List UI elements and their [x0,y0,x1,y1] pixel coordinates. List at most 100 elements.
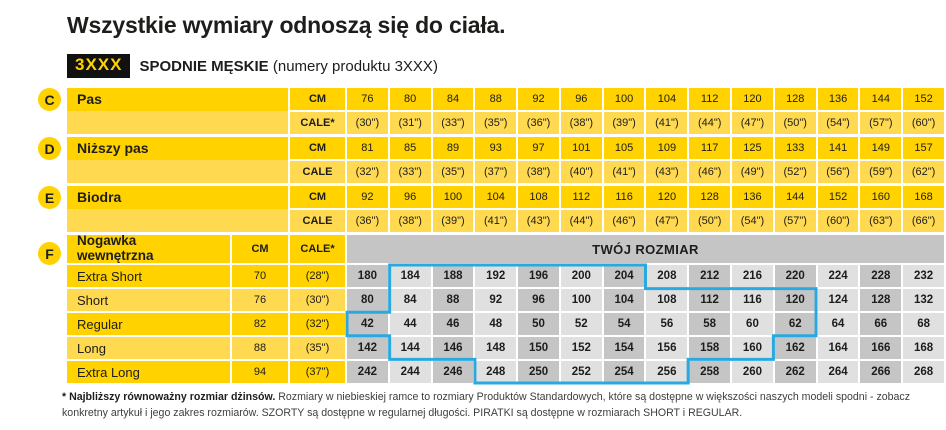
measure-value-cell: 144 [860,88,902,110]
measure-value-cell: (30") [347,112,388,134]
measure-value-cell: (66") [903,210,944,232]
size-cell: 48 [475,313,517,335]
measure-value-cell: (57") [774,210,816,232]
measure-value-cell: (44") [560,210,602,232]
size-cell: 254 [603,361,645,383]
measure-section: Niższy pas CM 81 85 89 93 97 101 105 109 117 125 133… [67,137,944,183]
measure-value-cell: 84 [432,88,474,110]
measure-value-cell: (36") [347,210,388,232]
size-cell: 264 [817,361,859,383]
size-cell: 224 [817,265,859,287]
measure-section: Pas CM 76 80 84 88 92 96 100 104 112 120 128 136 144 15… [67,88,944,134]
measure-value-cell: 100 [432,186,474,208]
leg-cale-cell: (35") [290,337,345,359]
size-cell: 88 [432,289,474,311]
size-cell: 242 [347,361,388,383]
measure-value-cell: (44") [689,112,731,134]
unit-header: CALE [290,210,345,232]
size-cell: 146 [432,337,474,359]
unit-header: CM [290,137,345,159]
measure-value-cell: (54") [732,210,773,232]
row-label: Biodra [67,186,288,232]
measure-value-cell: (35") [432,161,474,183]
leg-row-label: Short [67,289,230,311]
measure-value-cell: 109 [646,137,688,159]
page-title: Wszystkie wymiary odnoszą się do ciała. [67,12,506,38]
size-cell: 112 [689,289,731,311]
measure-value-cell: 168 [903,186,944,208]
measure-value-cell: 85 [389,137,431,159]
size-cell: 68 [903,313,944,335]
measure-value-cell: 133 [774,137,816,159]
measure-value-cell: 141 [817,137,859,159]
size-cell: 260 [732,361,773,383]
size-cell: 204 [603,265,645,287]
measure-value-cell: 101 [560,137,602,159]
size-cell: 52 [560,313,602,335]
measure-value-cell: (46") [689,161,731,183]
leg-label: Nogawka wewnętrzna [67,234,230,263]
dimension-letter-d: D [38,137,61,160]
unit-header: CM [290,186,345,208]
unit-header: CALE [290,161,345,183]
size-cell: 156 [646,337,688,359]
measure-value-cell: (35") [475,112,517,134]
measure-value-cell: 128 [689,186,731,208]
size-cell: 66 [860,313,902,335]
size-cell: 256 [646,361,688,383]
measure-value-cell: 96 [389,186,431,208]
size-cell: 44 [389,313,431,335]
measure-value-cell: (33") [389,161,431,183]
size-cell: 58 [689,313,731,335]
measure-value-cell: 104 [475,186,517,208]
size-cell: 248 [475,361,517,383]
size-cell: 158 [689,337,731,359]
size-cell: 120 [774,289,816,311]
measure-value-cell: (33") [432,112,474,134]
size-cell: 188 [432,265,474,287]
your-size-header: TWÓJ ROZMIAR [347,235,944,263]
measure-value-cell: (38") [518,161,559,183]
measure-value-cell: (49") [732,161,773,183]
footnote: * Najbliższy równoważny rozmiar dżinsów.… [62,390,942,422]
measure-section: Biodra CM 92 96 100 104 108 112 116 120 128 136 144 1… [67,186,944,232]
measure-value-cell: (62") [903,161,944,183]
dimension-letter-e: E [38,186,61,209]
leg-cale-cell: (28") [290,265,345,287]
product-name: SPODNIE MĘSKIE [139,57,269,75]
leg-row-label: Long [67,337,230,359]
size-cell: 60 [732,313,773,335]
size-cell: 168 [903,337,944,359]
leg-cm-cell: 70 [232,265,288,287]
unit-header: CALE* [290,112,345,134]
measure-value-cell: 117 [689,137,731,159]
size-cell: 142 [347,337,388,359]
size-table: Pas CM 76 80 84 88 92 96 100 104 112 120 128 136 144 15… [67,88,944,383]
cm-header: CM [232,235,288,263]
measure-value-cell: (32") [347,161,388,183]
measure-value-cell: 88 [475,88,517,110]
size-cell: 56 [646,313,688,335]
measure-value-cell: 100 [603,88,645,110]
size-cell: 266 [860,361,902,383]
size-cell: 128 [860,289,902,311]
measure-value-cell: (47") [646,210,688,232]
measure-value-cell: (60") [903,112,944,134]
measure-value-cell: (63") [860,210,902,232]
size-cell: 162 [774,337,816,359]
leg-section: Nogawka wewnętrzna CM CALE* TWÓJ ROZMIAR Ext… [67,235,944,383]
measure-value-cell: 80 [389,88,431,110]
measure-value-cell: (37") [475,161,517,183]
size-cell: 196 [518,265,559,287]
size-cell: 160 [732,337,773,359]
measure-value-cell: 157 [903,137,944,159]
size-cell: 244 [389,361,431,383]
measure-value-cell: 120 [646,186,688,208]
measure-value-cell: 152 [903,88,944,110]
size-cell: 84 [389,289,431,311]
row-label: Pas [67,88,288,134]
size-cell: 252 [560,361,602,383]
measure-value-cell: 96 [560,88,602,110]
leg-cm-cell: 88 [232,337,288,359]
size-cell: 154 [603,337,645,359]
